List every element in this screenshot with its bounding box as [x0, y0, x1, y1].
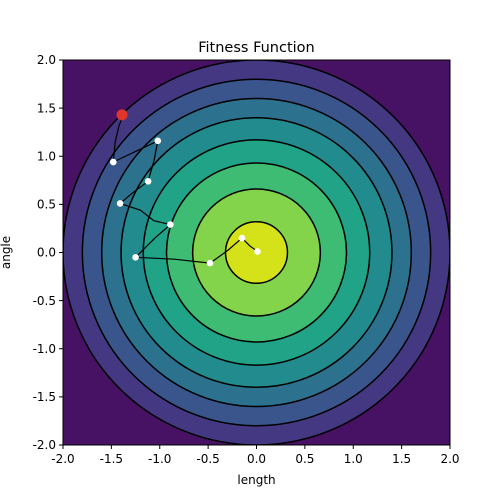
path-segment — [119, 202, 171, 226]
search-points — [110, 109, 261, 267]
search-point — [167, 221, 174, 228]
search-point — [206, 259, 214, 267]
x-tick-label: -0.5 — [196, 452, 219, 466]
x-axis-label: length — [237, 473, 275, 487]
search-point — [144, 177, 152, 185]
contour-line — [142, 139, 371, 366]
search-point — [116, 200, 124, 207]
search-point — [154, 137, 162, 145]
x-tick-label: -1.5 — [100, 452, 123, 466]
y-axis-ticks: -2.0 -1.5 -1.0 -0.5 0.0 0.5 1.0 1.5 2.0 — [33, 53, 63, 452]
path-segment — [135, 224, 171, 258]
x-tick-label: 2.0 — [440, 452, 459, 466]
search-point — [254, 248, 261, 255]
search-point — [110, 158, 117, 166]
plot-area — [63, 60, 450, 445]
x-tick-label: 0.5 — [295, 452, 314, 466]
path-segment — [135, 256, 211, 264]
x-tick-label: 1.0 — [344, 452, 363, 466]
y-tick-label: -1.5 — [33, 390, 56, 404]
x-tick-label: -2.0 — [51, 452, 74, 466]
contour-line — [165, 162, 348, 343]
path-segment — [112, 115, 124, 163]
search-point — [132, 254, 139, 261]
contour-line — [81, 78, 432, 427]
contour-line — [120, 117, 393, 388]
y-tick-label: 2.0 — [37, 53, 56, 67]
y-tick-label: 1.5 — [37, 101, 56, 115]
contour-lines — [63, 60, 450, 445]
y-tick-label: -2.0 — [33, 438, 56, 452]
y-axis-label: angle — [0, 236, 13, 269]
x-axis-ticks: -2.0 -1.5 -1.0 -0.5 0.0 0.5 1.0 1.5 2.0 — [51, 445, 460, 466]
contour-line — [100, 97, 413, 408]
y-tick-label: -0.5 — [33, 294, 56, 308]
path-segment — [209, 237, 243, 264]
contour-line — [191, 188, 322, 317]
path-segment — [147, 140, 159, 182]
path-segment — [113, 140, 159, 163]
x-tick-label: -1.0 — [148, 452, 171, 466]
y-tick-label: 1.0 — [37, 149, 56, 163]
search-point — [238, 234, 246, 242]
start-point — [116, 109, 128, 121]
y-tick-label: 0.0 — [37, 246, 56, 260]
y-tick-label: -1.0 — [33, 342, 56, 356]
x-tick-label: 1.5 — [392, 452, 411, 466]
chart-title: Fitness Function — [198, 40, 315, 56]
x-tick-label: 0.0 — [247, 452, 266, 466]
y-tick-label: 0.5 — [37, 198, 56, 212]
path-segment — [119, 180, 149, 204]
search-path — [112, 114, 258, 264]
